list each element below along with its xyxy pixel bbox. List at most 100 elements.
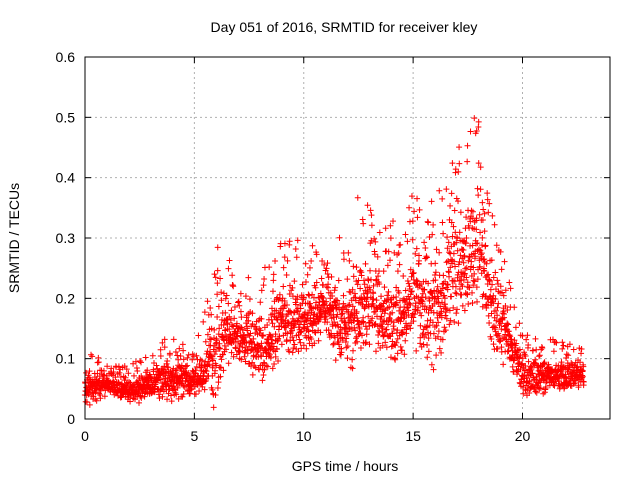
data-point [254,348,261,355]
data-point [245,274,252,281]
data-point [185,369,192,376]
data-point [214,314,221,321]
data-point [211,271,218,278]
data-point [330,340,337,347]
data-point [473,284,480,291]
data-point [346,257,353,264]
data-point [392,302,399,309]
data-point [300,324,307,331]
data-point [178,362,185,369]
data-point [417,322,424,329]
data-point [425,335,432,342]
data-point [522,352,529,359]
data-point [401,351,408,358]
data-point [332,357,339,364]
data-point [339,337,346,344]
data-point [362,304,369,311]
data-point [496,338,503,345]
data-point [117,373,124,380]
data-point [344,343,351,350]
data-point [184,354,191,361]
data-point [161,344,168,351]
data-point [474,298,481,305]
data-point [353,308,360,315]
data-point [500,292,507,299]
data-point [392,342,399,349]
data-point [430,221,437,228]
data-point [451,258,458,265]
data-point [370,282,377,289]
data-point [348,309,355,316]
data-point [122,374,129,381]
data-point [209,357,216,364]
data-point [537,379,544,386]
data-point [340,256,347,263]
data-point [475,192,482,199]
data-point [536,353,543,360]
data-point [470,264,477,271]
data-point [284,257,291,264]
data-point [400,329,407,336]
data-point [519,360,526,367]
data-point [203,368,210,375]
data-point [437,303,444,310]
data-point [249,359,256,366]
data-point [261,275,268,282]
data-point [479,303,486,310]
data-point [264,321,271,328]
data-point [531,361,538,368]
data-point [234,333,241,340]
data-point [344,276,351,283]
data-point [426,322,433,329]
data-point [380,268,387,275]
data-point [412,300,419,307]
data-point [283,271,290,278]
data-point [132,358,139,365]
data-point [490,323,497,330]
data-point [361,281,368,288]
data-point [289,334,296,341]
data-point [375,273,382,280]
data-point [357,344,364,351]
data-point [371,235,378,242]
data-point [216,325,223,332]
data-point [210,404,217,411]
data-point [532,388,539,395]
data-point [509,363,516,370]
data-point [438,349,445,356]
data-point [463,214,470,221]
data-point [166,350,173,357]
data-point [526,377,533,384]
data-point [228,307,235,314]
data-point [227,331,234,338]
data-point [432,277,439,284]
data-point [447,264,454,271]
data-point [338,311,345,318]
data-point [156,395,163,402]
data-point [434,283,441,290]
data-point [381,310,388,317]
data-point [258,340,265,347]
data-point [561,364,568,371]
data-point [308,258,315,265]
data-point [374,253,381,260]
data-point [280,283,287,290]
data-point [236,348,243,355]
data-point [497,320,504,327]
data-point [222,309,229,316]
data-point [453,310,460,317]
data-point [550,348,557,355]
data-point [259,344,266,351]
data-point [180,382,187,389]
data-point [136,358,143,365]
data-point [212,274,219,281]
data-point [490,300,497,307]
data-point [364,290,371,297]
data-point [320,282,327,289]
data-point [313,251,320,258]
x-tick-label: 5 [190,428,198,444]
data-point [415,252,422,259]
data-point [298,328,305,335]
data-point [511,304,518,311]
data-point [381,284,388,291]
